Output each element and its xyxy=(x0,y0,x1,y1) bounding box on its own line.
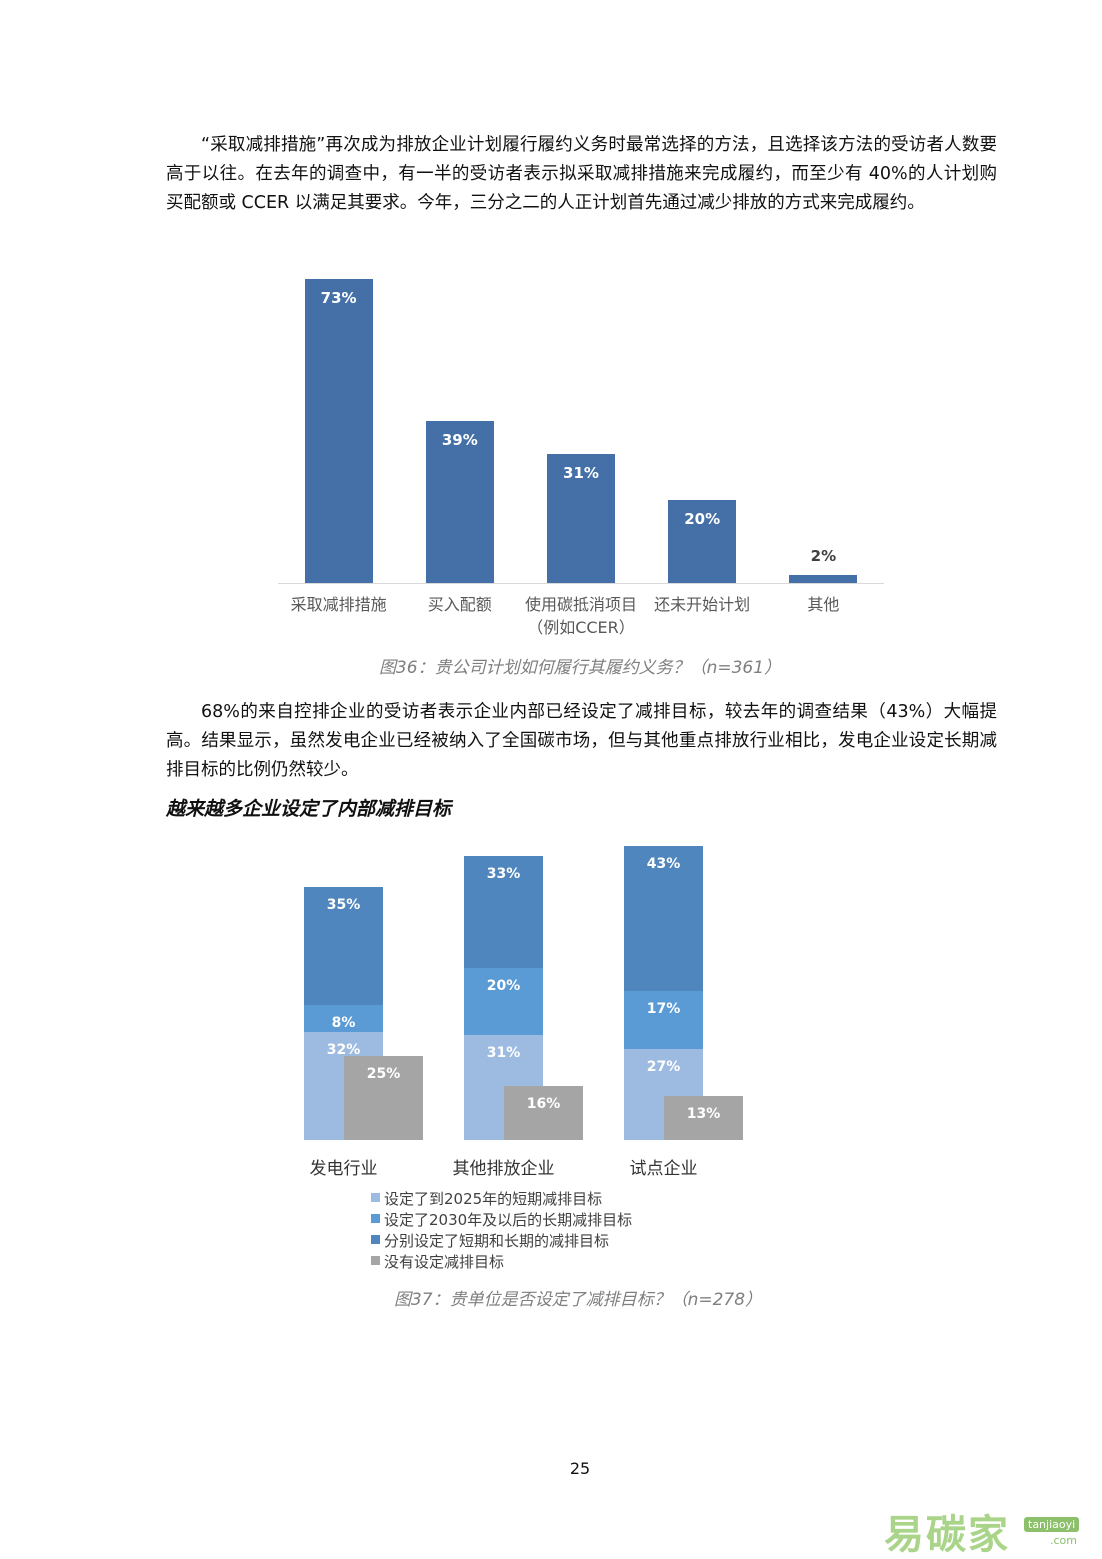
value-label: 35% xyxy=(326,896,361,913)
page-number: 25 xyxy=(569,1459,591,1478)
value-label: 73% xyxy=(320,289,357,308)
x-tick-label: 买入配额 xyxy=(427,595,492,614)
legend-label: 设定了2030年及以后的长期减排目标 xyxy=(384,1211,633,1229)
value-label: 13% xyxy=(686,1106,721,1123)
x-tick-label: 使用碳抵消项目 （例如CCER） xyxy=(524,595,637,637)
x-tick-label: 发电行业 xyxy=(309,1159,378,1179)
caption: 图37：贵单位是否设定了减排目标？（n=278） xyxy=(393,1290,763,1310)
legend-label: 没有设定减排目标 xyxy=(384,1253,505,1271)
value-label: 39% xyxy=(441,430,478,449)
watermark-domain: tanjiaoyi xyxy=(1024,1517,1080,1532)
value-label: 31% xyxy=(563,464,599,483)
bar-segment xyxy=(624,991,703,1049)
bar-segment xyxy=(304,886,383,1005)
x-tick-label: 其他 xyxy=(807,595,840,614)
paragraph: “采取减排措施”再次成为排放企业计划履行履约义务时最常选择的方法，且选择该方法的… xyxy=(166,135,997,213)
value-label: 27% xyxy=(646,1058,681,1075)
bar-segment xyxy=(624,845,703,992)
legend-label: 设定了到2025年的短期减排目标 xyxy=(384,1190,603,1208)
bar xyxy=(425,420,494,583)
value-label: 20% xyxy=(486,977,521,994)
x-tick-label: 其他排放企业 xyxy=(452,1159,555,1179)
value-label: 43% xyxy=(646,855,681,872)
bar-segment xyxy=(344,1055,423,1140)
bar xyxy=(304,279,373,583)
bar xyxy=(789,574,858,583)
legend-label: 分别设定了短期和长期的减排目标 xyxy=(384,1232,610,1250)
bar-segment xyxy=(664,1096,743,1140)
watermark-brand: 易碳家 xyxy=(884,1512,1010,1558)
legend-swatch xyxy=(371,1235,380,1244)
value-label: 8% xyxy=(331,1014,356,1031)
x-tick-label: 试点企业 xyxy=(629,1159,698,1179)
value-label: 2% xyxy=(810,546,837,565)
value-label: 25% xyxy=(366,1065,401,1082)
x-tick-label: 采取减排措施 xyxy=(290,595,387,614)
bar xyxy=(547,454,615,583)
value-label: 16% xyxy=(526,1095,561,1112)
bar-segment xyxy=(504,1085,583,1140)
section-title: 越来越多企业设定了内部减排目标 xyxy=(166,798,452,820)
value-label: 17% xyxy=(646,1001,681,1018)
legend-swatch xyxy=(371,1193,380,1202)
paragraph: 68%的来自控排企业的受访者表示企业内部已经设定了减排目标，较去年的调查结果（4… xyxy=(166,702,997,780)
x-tick-label: 还未开始计划 xyxy=(654,595,751,614)
value-label: 33% xyxy=(486,866,521,883)
value-label: 31% xyxy=(486,1045,521,1062)
axis-line xyxy=(278,583,884,584)
legend-swatch xyxy=(371,1256,380,1265)
watermark-suffix: .com xyxy=(1050,1534,1077,1547)
value-label: 32% xyxy=(326,1041,361,1058)
bar-segment xyxy=(464,967,543,1036)
bar-segment xyxy=(464,856,543,968)
caption: 图36：贵公司计划如何履行其履约义务？（n=361） xyxy=(378,658,782,678)
bar xyxy=(668,499,737,583)
bar-segment xyxy=(304,1004,383,1032)
legend-swatch xyxy=(371,1214,380,1223)
value-label: 20% xyxy=(684,509,721,528)
